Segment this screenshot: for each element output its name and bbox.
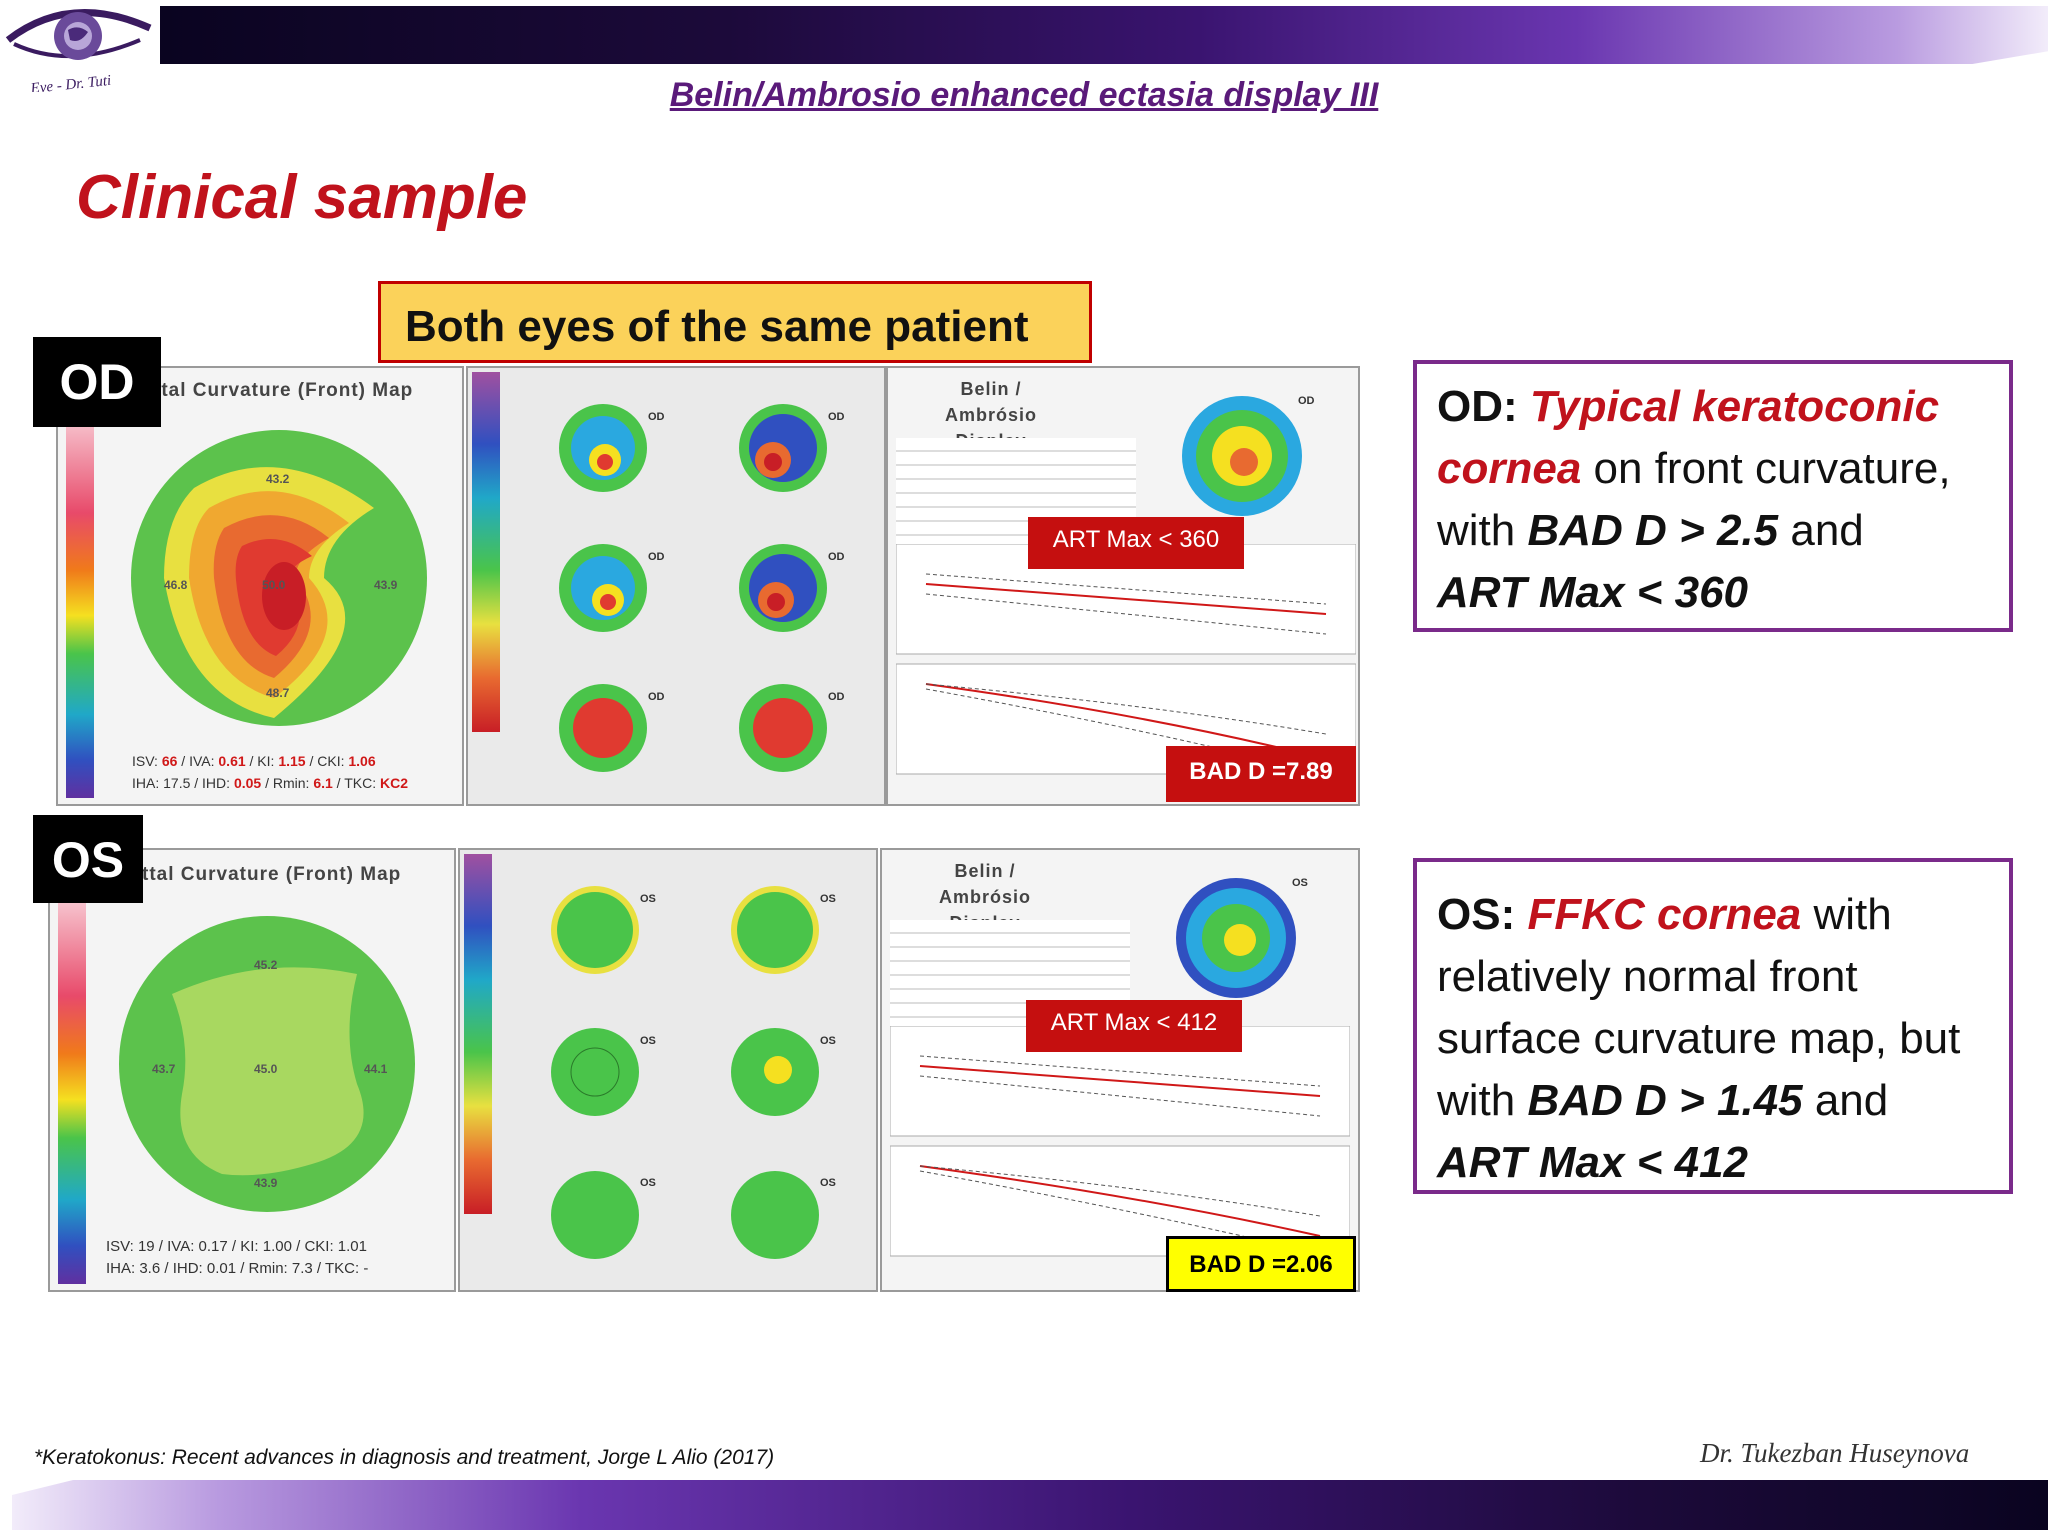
os-eye-label: OS	[1292, 877, 1308, 889]
od-eye-label: OD	[828, 411, 845, 423]
os-value-left: 43.7	[152, 1062, 176, 1076]
od-value-bottom: 48.7	[266, 686, 290, 700]
od-eye-label: OD	[648, 411, 665, 423]
od-curvature-map	[131, 430, 427, 726]
od-eye-label: OD	[828, 691, 845, 703]
os-art-max-label: ART Max < 412	[1026, 1000, 1242, 1052]
os-eye-label: OS	[640, 1177, 656, 1189]
os-tag: OS	[33, 815, 143, 903]
os-thickness-map: OS	[1176, 877, 1308, 998]
os-map-title: ttal Curvature (Front) Map	[142, 864, 402, 885]
os-elevation-maps: OS OS OS OS OS OS	[551, 886, 836, 1259]
header-title: Belin/Ambrosio enhanced ectasia display …	[669, 76, 1379, 114]
os-curvature-panel: ttal Curvature (Front) Map 45.2 43.7 45.…	[48, 848, 456, 1292]
os-value-center: 45.0	[254, 1062, 278, 1076]
same-patient-callout: Both eyes of the same patient	[378, 281, 1092, 363]
od-value-center: 50.0	[262, 578, 286, 592]
os-value-top: 45.2	[254, 958, 278, 972]
od-stats: ISV: 66 / IVA: 0.61 / KI: 1.15 / CKI: 1.…	[132, 753, 408, 791]
od-value-right: 43.9	[374, 578, 398, 592]
os-value-right: 44.1	[364, 1062, 388, 1076]
od-map-title: ttal Curvature (Front) Map	[154, 380, 414, 401]
os-eye-label: OS	[820, 1035, 836, 1047]
od-art-max-label: ART Max < 360	[1028, 517, 1244, 569]
od-description-box: OD: Typical keratoconic cornea on front …	[1413, 360, 2013, 632]
page-heading: Clinical sample	[76, 163, 528, 232]
od-thickness-map: OD	[1182, 395, 1315, 516]
bottom-banner	[12, 1480, 2048, 1530]
od-eye-label: OD	[828, 551, 845, 563]
top-banner	[160, 6, 2048, 64]
od-color-scale	[66, 418, 94, 798]
os-eye-label: OS	[820, 1177, 836, 1189]
od-belin-panel: Belin / Ambrósio Display OD	[886, 366, 1360, 806]
os-eye-label: OS	[640, 893, 656, 905]
od-eye-label: OD	[648, 691, 665, 703]
od-eye-label: OD	[648, 551, 665, 563]
od-tag: OD	[33, 337, 161, 427]
od-value-left: 46.8	[164, 578, 188, 592]
os-belin-panel: Belin / Ambrósio Display OS	[880, 848, 1360, 1292]
od-elevation-maps: OD OD OD OD OD OD	[559, 404, 845, 772]
os-value-bottom: 43.9	[254, 1176, 278, 1190]
footnote: *Keratokonus: Recent advances in diagnos…	[34, 1446, 775, 1469]
od-curvature-panel: ttal Curvature (Front) Map 43.2 46.8 50.…	[56, 366, 464, 806]
os-description-box: OS: FFKC cornea with relatively normal f…	[1413, 858, 2013, 1194]
od-bad-d-label: BAD D =7.89	[1166, 746, 1356, 802]
od-value-top: 43.2	[266, 472, 290, 486]
od-elevation-panel: OD OD OD OD OD OD	[466, 366, 886, 806]
os-curvature-map	[119, 916, 415, 1212]
os-bad-d-label: BAD D =2.06	[1166, 1236, 1356, 1292]
os-elevation-scale	[464, 854, 492, 1214]
os-color-scale	[58, 900, 86, 1284]
os-elevation-panel: OS OS OS OS OS OS	[458, 848, 878, 1292]
od-elevation-scale	[472, 372, 500, 732]
author-name: Dr. Tukezban Huseynova	[1700, 1438, 1970, 1468]
od-eye-label: OD	[1298, 395, 1315, 407]
os-eye-label: OS	[640, 1035, 656, 1047]
os-eye-label: OS	[820, 893, 836, 905]
os-stats: ISV: 19 / IVA: 0.17 / KI: 1.00 / CKI: 1.…	[106, 1238, 369, 1277]
